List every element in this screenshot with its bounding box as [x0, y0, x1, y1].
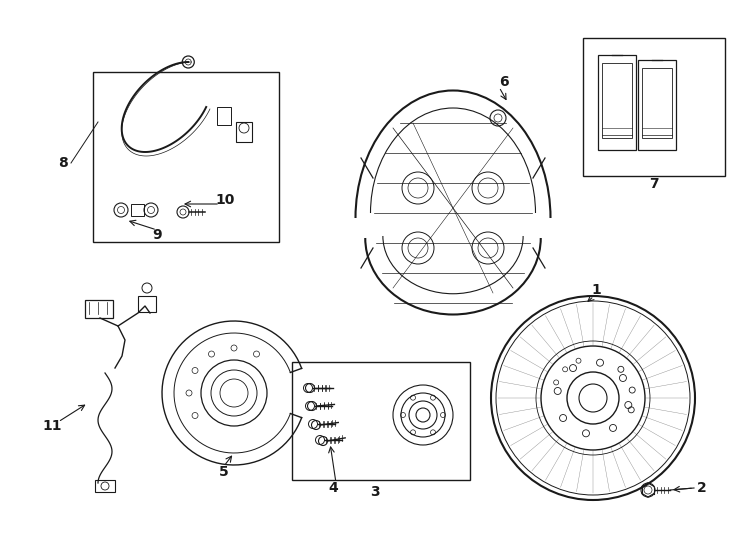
Text: 1: 1	[591, 283, 601, 297]
Text: 3: 3	[370, 485, 379, 499]
Text: 7: 7	[649, 177, 659, 191]
Bar	[236, 122, 252, 142]
Text: 5: 5	[219, 465, 229, 479]
Text: 8: 8	[58, 156, 68, 170]
Text: 9: 9	[152, 228, 161, 242]
Text: 10: 10	[215, 193, 235, 207]
Text: 2: 2	[697, 481, 707, 495]
Bar	[292, 362, 470, 480]
Bar	[583, 38, 725, 176]
Bar	[642, 68, 672, 138]
Bar	[85, 300, 113, 318]
Bar	[598, 55, 636, 150]
Bar	[638, 60, 676, 150]
Text: 4: 4	[328, 481, 338, 495]
Bar	[602, 63, 632, 138]
Bar	[93, 72, 279, 242]
Bar	[95, 480, 115, 492]
Bar	[138, 296, 156, 312]
Bar	[217, 107, 231, 125]
Bar	[131, 204, 144, 216]
Text: 6: 6	[499, 75, 509, 89]
Text: 11: 11	[43, 419, 62, 433]
